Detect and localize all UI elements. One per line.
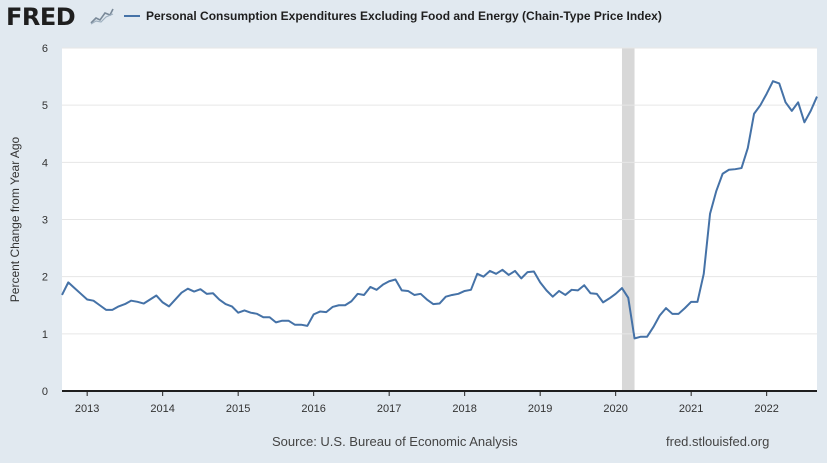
fred-logo[interactable]: FRED	[6, 3, 76, 31]
legend-line-swatch	[124, 14, 140, 17]
y-tick-label: 0	[42, 386, 48, 398]
x-tick-label: 2018	[452, 403, 476, 415]
legend-series-label: Personal Consumption Expenditures Exclud…	[146, 9, 662, 23]
line-chart: 0 1 2 3 4 5 6 2013 2014 2015 2016 2017 2018 2019 2020 2…	[8, 43, 818, 415]
x-tick-label: 2017	[377, 403, 401, 415]
x-tick-label: 2013	[75, 403, 99, 415]
y-tick-label: 4	[42, 157, 48, 169]
chart-header: FRED Personal Consumption Expenditures E…	[0, 0, 827, 34]
source-note: Source: U.S. Bureau of Economic Analysis	[272, 434, 518, 449]
chart-legend: Personal Consumption Expenditures Exclud…	[124, 9, 662, 23]
y-tick-label: 3	[42, 215, 48, 227]
y-axis-title: Percent Change from Year Ago	[8, 136, 22, 302]
x-tick-label: 2014	[150, 403, 174, 415]
x-tick-label: 2022	[754, 403, 778, 415]
fred-chart-icon	[90, 6, 114, 26]
y-tick-label: 6	[42, 43, 48, 55]
y-tick-label: 5	[42, 100, 48, 112]
series-line-0	[61, 80, 818, 340]
y-tick-label: 1	[42, 329, 48, 341]
x-tick-label: 2015	[226, 403, 250, 415]
source-url[interactable]: fred.stlouisfed.org	[666, 434, 770, 449]
x-tick-label: 2020	[603, 403, 627, 415]
y-tick-label: 2	[42, 272, 48, 284]
x-tick-label: 2021	[679, 403, 703, 415]
x-tick-label: 2019	[528, 403, 552, 415]
x-tick-label: 2016	[301, 403, 325, 415]
